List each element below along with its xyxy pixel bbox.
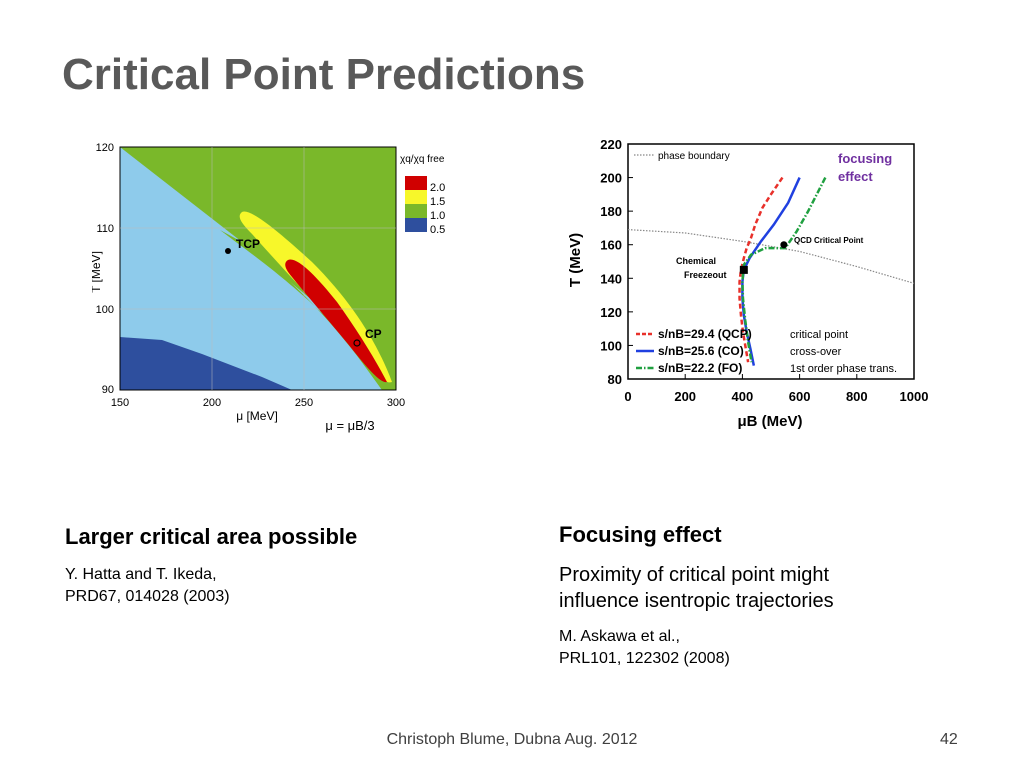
y-tick-100: 100 (96, 304, 114, 316)
cp-point (353, 339, 361, 347)
legend-qcp: s/nB=29.4 (QCP) (658, 327, 752, 341)
x-tick-250: 250 (295, 397, 313, 409)
y-tick-label: 140 (600, 271, 622, 286)
x-axis-label-2: μ = μB/3 (325, 418, 374, 433)
left-caption: Larger critical area possible Y. Hatta a… (65, 524, 485, 608)
x-tick-label: 400 (732, 389, 754, 404)
x-tick-label: 600 (789, 389, 811, 404)
legend-swatch-2-0 (405, 176, 427, 190)
legend-co-desc: cross-over (790, 346, 842, 358)
chemical-freezeout-marker (739, 265, 748, 274)
legend-qcp-desc: critical point (790, 329, 848, 341)
tcp-point (225, 248, 231, 254)
y-tick-120: 120 (96, 142, 114, 154)
legend-swatch-1-0 (405, 204, 427, 218)
plot-frame (627, 143, 915, 380)
y-axis-label: T [MeV] (92, 251, 103, 293)
region-dark-blue (120, 337, 292, 390)
x-axis-label: μ [MeV] (236, 409, 278, 423)
qcd-cp-label: QCD Critical Point (794, 236, 864, 245)
x-tick-150: 150 (111, 397, 129, 409)
right-caption-heading: Focusing effect (559, 522, 722, 547)
hatta-ikeda-figure: TCP CP 120 110 100 90 150 200 250 300 T … (89, 132, 464, 440)
x-tick-label: 0 (624, 389, 631, 404)
footer-text: Christoph Blume, Dubna Aug. 2012 (386, 731, 638, 748)
x-tick-300: 300 (387, 397, 405, 409)
qcd-critical-point-marker (780, 241, 788, 249)
y-tick-110: 110 (96, 223, 114, 235)
legend-swatch-1-5 (405, 190, 427, 204)
legend-co: s/nB=25.6 (CO) (658, 344, 744, 358)
x-axis-label: μB (MeV) (737, 413, 802, 430)
series-line-3 (741, 177, 827, 363)
chem-fo-label-1: Chemical (676, 256, 716, 266)
slide-title: Critical Point Predictions (62, 50, 586, 99)
right-caption-ref-1: M. Askawa et al., (559, 628, 680, 645)
y-tick-label: 100 (600, 338, 622, 353)
legend-title: χq/χq free (400, 154, 445, 165)
right-caption-text-2: influence isentropic trajectories (559, 590, 834, 612)
legend-label-0-5: 0.5 (430, 224, 445, 236)
left-caption-ref-1: Y. Hatta and T. Ikeda, (65, 566, 217, 583)
right-caption-ref-2: PRL101, 122302 (2008) (559, 650, 730, 667)
right-caption: Focusing effect Proximity of critical po… (559, 522, 979, 670)
y-tick-label: 200 (600, 171, 622, 186)
x-tick-label: 1000 (900, 389, 929, 404)
x-tick-label: 800 (846, 389, 868, 404)
y-tick-label: 80 (608, 372, 622, 387)
region-red (285, 259, 387, 383)
y-tick-label: 220 (600, 137, 622, 152)
series-line-phase-boundary (627, 229, 915, 284)
y-tick-90: 90 (102, 384, 114, 396)
askawa-figure: 0 200 400 600 800 1000 80 100 120 140 160 180 200 220… (550, 130, 940, 440)
legend-label-1-5: 1.5 (430, 196, 445, 208)
y-tick-label: 160 (600, 238, 622, 253)
region-light-blue (120, 147, 382, 390)
left-caption-heading: Larger critical area possible (65, 524, 358, 549)
cp-label: CP (365, 327, 382, 341)
y-tick-label: 120 (600, 305, 622, 320)
right-caption-text-1: Proximity of critical point might (559, 564, 830, 586)
focusing-label-2: effect (838, 169, 873, 184)
chem-fo-label-2: Freezeout (684, 270, 727, 280)
legend-label-2-0: 2.0 (430, 182, 445, 194)
y-axis-label: T (MeV) (567, 233, 584, 287)
x-tick-label: 200 (674, 389, 696, 404)
x-tick-200: 200 (203, 397, 221, 409)
tcp-label: TCP (236, 237, 260, 251)
legend-swatch-0-5 (405, 218, 427, 232)
y-tick-label: 180 (600, 204, 622, 219)
page-number: 42 (940, 731, 958, 748)
series-line-1 (738, 176, 784, 363)
legend-fo: s/nB=22.2 (FO) (658, 361, 742, 375)
legend-label-1-0: 1.0 (430, 210, 445, 222)
legend-fo-desc: 1st order phase trans. (790, 363, 897, 375)
focusing-label-1: focusing (838, 151, 892, 166)
phase-boundary-legend: phase boundary (658, 151, 730, 162)
left-caption-ref-2: PRD67, 014028 (2003) (65, 588, 230, 605)
